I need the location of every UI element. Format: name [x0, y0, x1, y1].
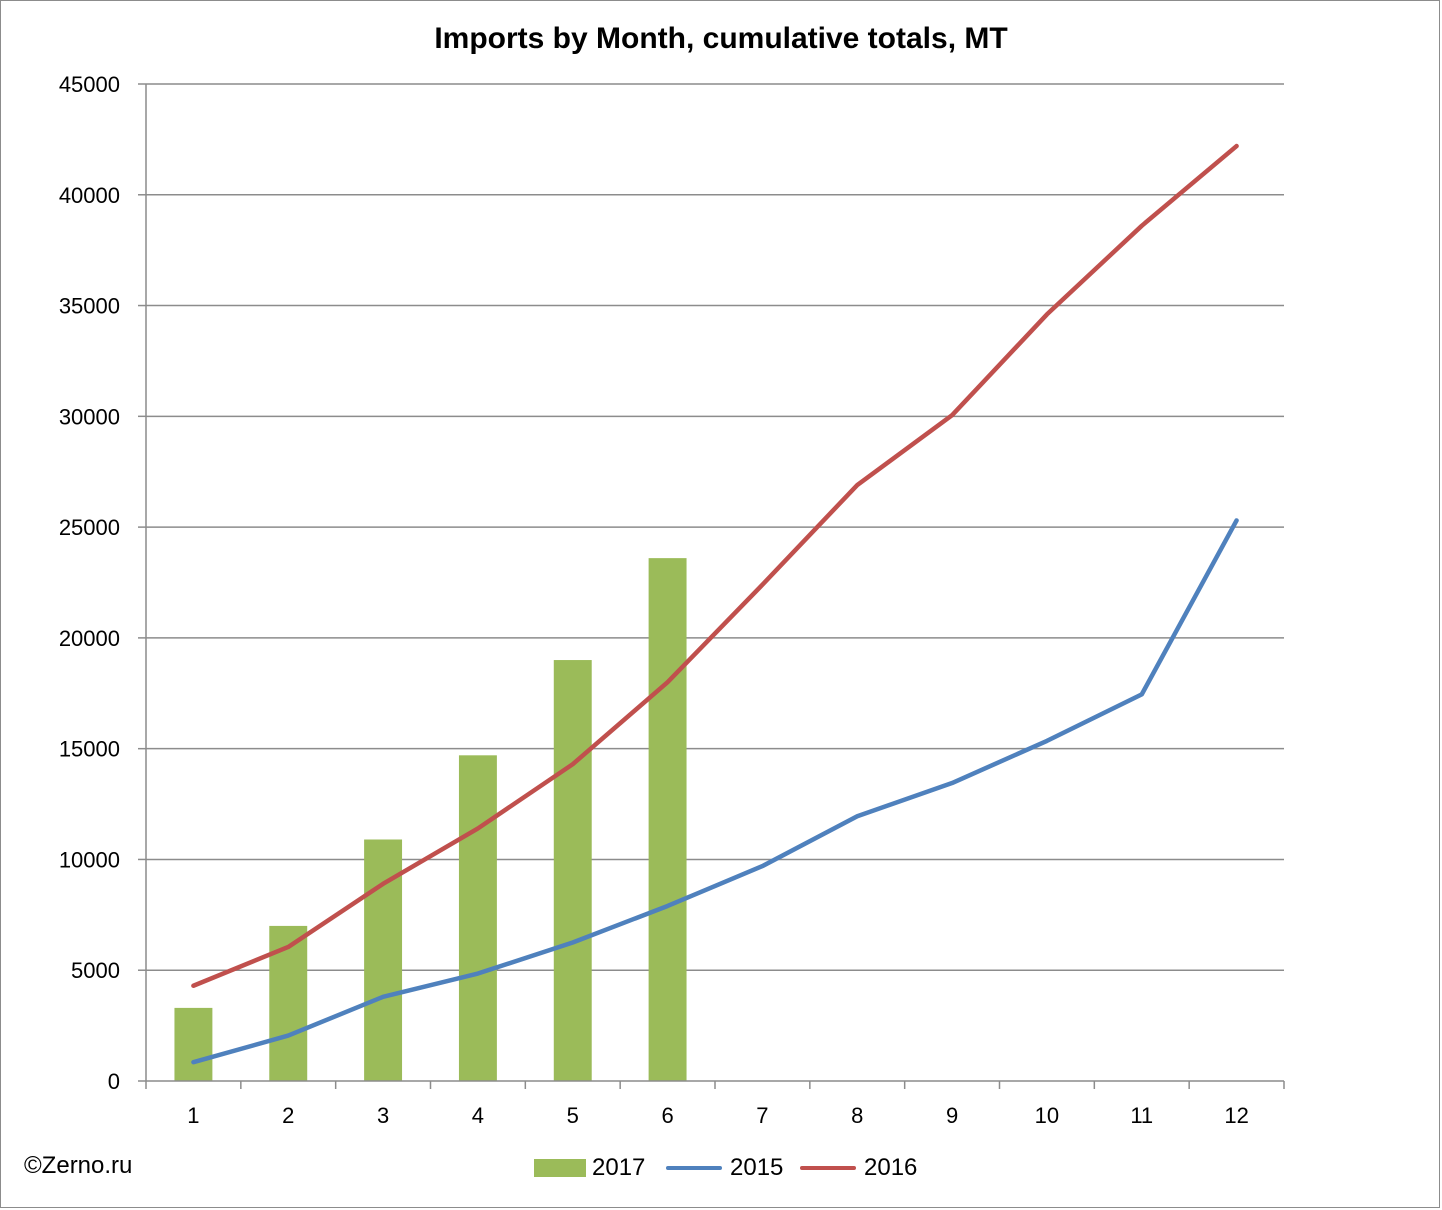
- bar-2017-1: [174, 1007, 213, 1081]
- bar-2017-4: [458, 755, 497, 1081]
- y-tick-label-45000: 45000: [59, 72, 120, 97]
- legend-swatch-2016: [800, 1166, 856, 1170]
- x-tick-label-11: 11: [1130, 1103, 1153, 1128]
- x-tick-label-9: 9: [946, 1103, 958, 1128]
- y-tick-label-0: 0: [108, 1069, 120, 1094]
- bar-2017-5: [553, 660, 592, 1081]
- x-tick-label-5: 5: [567, 1103, 579, 1128]
- x-tick-label-8: 8: [851, 1103, 863, 1128]
- legend-label-2016: 2016: [864, 1154, 918, 1181]
- legend-item-2015: 2015: [666, 1150, 783, 1186]
- legend-label-2017: 2017: [592, 1154, 646, 1181]
- axes: [138, 83, 1285, 1089]
- credit-text: ©Zerno.ru: [24, 1152, 133, 1179]
- legend-swatch-2017: [534, 1159, 586, 1177]
- line-series: [191, 143, 1239, 1065]
- gridlines: [146, 83, 1284, 971]
- x-tick-label-7: 7: [756, 1103, 768, 1128]
- bar-2017-3: [364, 839, 403, 1081]
- x-tick-label-3: 3: [377, 1103, 389, 1128]
- bar-2017-6: [648, 558, 687, 1081]
- legend-item-2017: 2017: [534, 1150, 645, 1186]
- line-2016: [191, 143, 1239, 988]
- legend-swatch-2015: [666, 1166, 722, 1170]
- x-tick-label-1: 1: [187, 1103, 199, 1128]
- y-tick-label-30000: 30000: [59, 404, 120, 429]
- y-tick-label-10000: 10000: [59, 847, 120, 872]
- x-tick-label-6: 6: [661, 1103, 673, 1128]
- chart-title: Imports by Month, cumulative totals, MT: [434, 22, 1008, 55]
- y-tick-label-5000: 5000: [71, 958, 120, 983]
- y-tick-labels: 0 5000 10000 15000 20000 25000 30000 35000 40000…: [59, 72, 120, 1094]
- legend: 2017 2015 2016: [0, 1150, 1442, 1186]
- x-tick-label-10: 10: [1035, 1103, 1059, 1128]
- x-tick-labels: 1 2 3 4 5 6 7 8 9 10 11 12: [187, 1103, 1249, 1128]
- y-tick-label-20000: 20000: [59, 626, 120, 651]
- x-tick-label-12: 12: [1224, 1103, 1248, 1128]
- legend-label-2015: 2015: [730, 1154, 784, 1181]
- x-tick-label-2: 2: [282, 1103, 294, 1128]
- y-tick-label-15000: 15000: [59, 737, 120, 762]
- y-tick-label-25000: 25000: [59, 515, 120, 540]
- bar-series-2017: [174, 558, 687, 1081]
- legend-item-2016: 2016: [800, 1150, 917, 1186]
- x-tick-label-4: 4: [472, 1103, 484, 1128]
- y-tick-label-35000: 35000: [59, 294, 120, 319]
- line-2015: [191, 518, 1239, 1065]
- y-tick-label-40000: 40000: [59, 183, 120, 208]
